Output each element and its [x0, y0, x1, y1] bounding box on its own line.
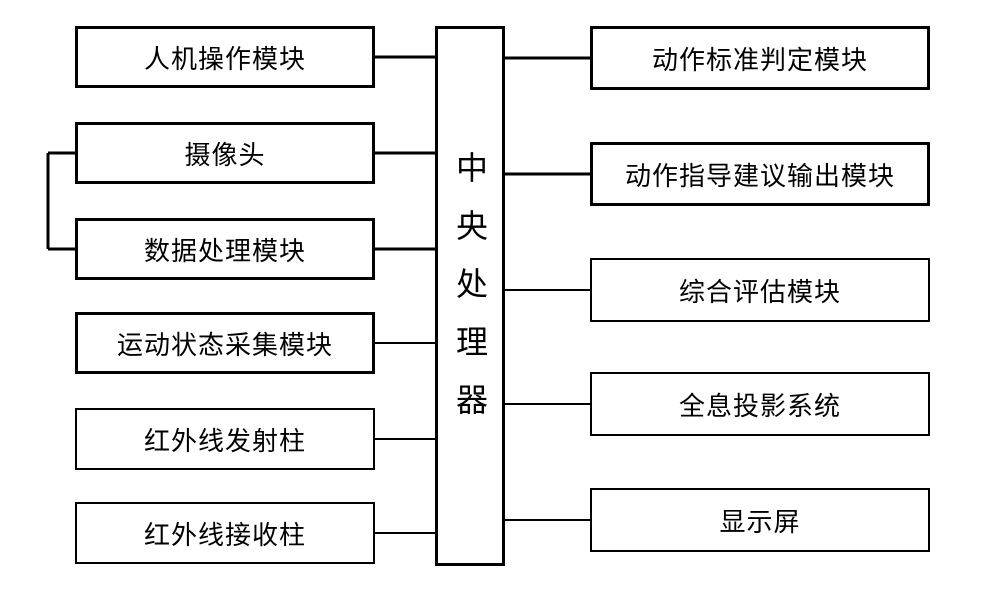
- label-holo: 全息投影系统: [679, 386, 841, 423]
- box-eval: 综合评估模块: [590, 258, 930, 322]
- box-camera: 摄像头: [75, 122, 375, 184]
- center-processor: 中央处理器: [435, 26, 505, 566]
- label-data-proc: 数据处理模块: [144, 231, 306, 268]
- label-guide: 动作指导建议输出模块: [625, 156, 895, 193]
- box-ir-recv: 红外线接收柱: [75, 502, 375, 564]
- label-eval: 综合评估模块: [679, 272, 841, 309]
- box-motion-state: 运动状态采集模块: [75, 312, 375, 374]
- label-judge: 动作标准判定模块: [652, 40, 868, 77]
- box-holo: 全息投影系统: [590, 372, 930, 436]
- label-motion-state: 运动状态采集模块: [117, 325, 333, 362]
- label-ir-emit: 红外线发射柱: [144, 421, 306, 458]
- box-ir-emit: 红外线发射柱: [75, 408, 375, 470]
- box-hmi: 人机操作模块: [75, 26, 375, 88]
- box-guide: 动作指导建议输出模块: [590, 142, 930, 206]
- box-data-proc: 数据处理模块: [75, 218, 375, 280]
- box-display: 显示屏: [590, 488, 930, 552]
- box-judge: 动作标准判定模块: [590, 26, 930, 90]
- label-display: 显示屏: [719, 502, 800, 539]
- label-ir-recv: 红外线接收柱: [144, 515, 306, 552]
- label-camera: 摄像头: [184, 135, 265, 172]
- diagram-stage: 中央处理器 人机操作模块 摄像头 数据处理模块 运动状态采集模块 红外线发射柱 …: [0, 0, 1000, 598]
- label-hmi: 人机操作模块: [144, 39, 306, 76]
- center-label: 中央处理器: [447, 151, 493, 441]
